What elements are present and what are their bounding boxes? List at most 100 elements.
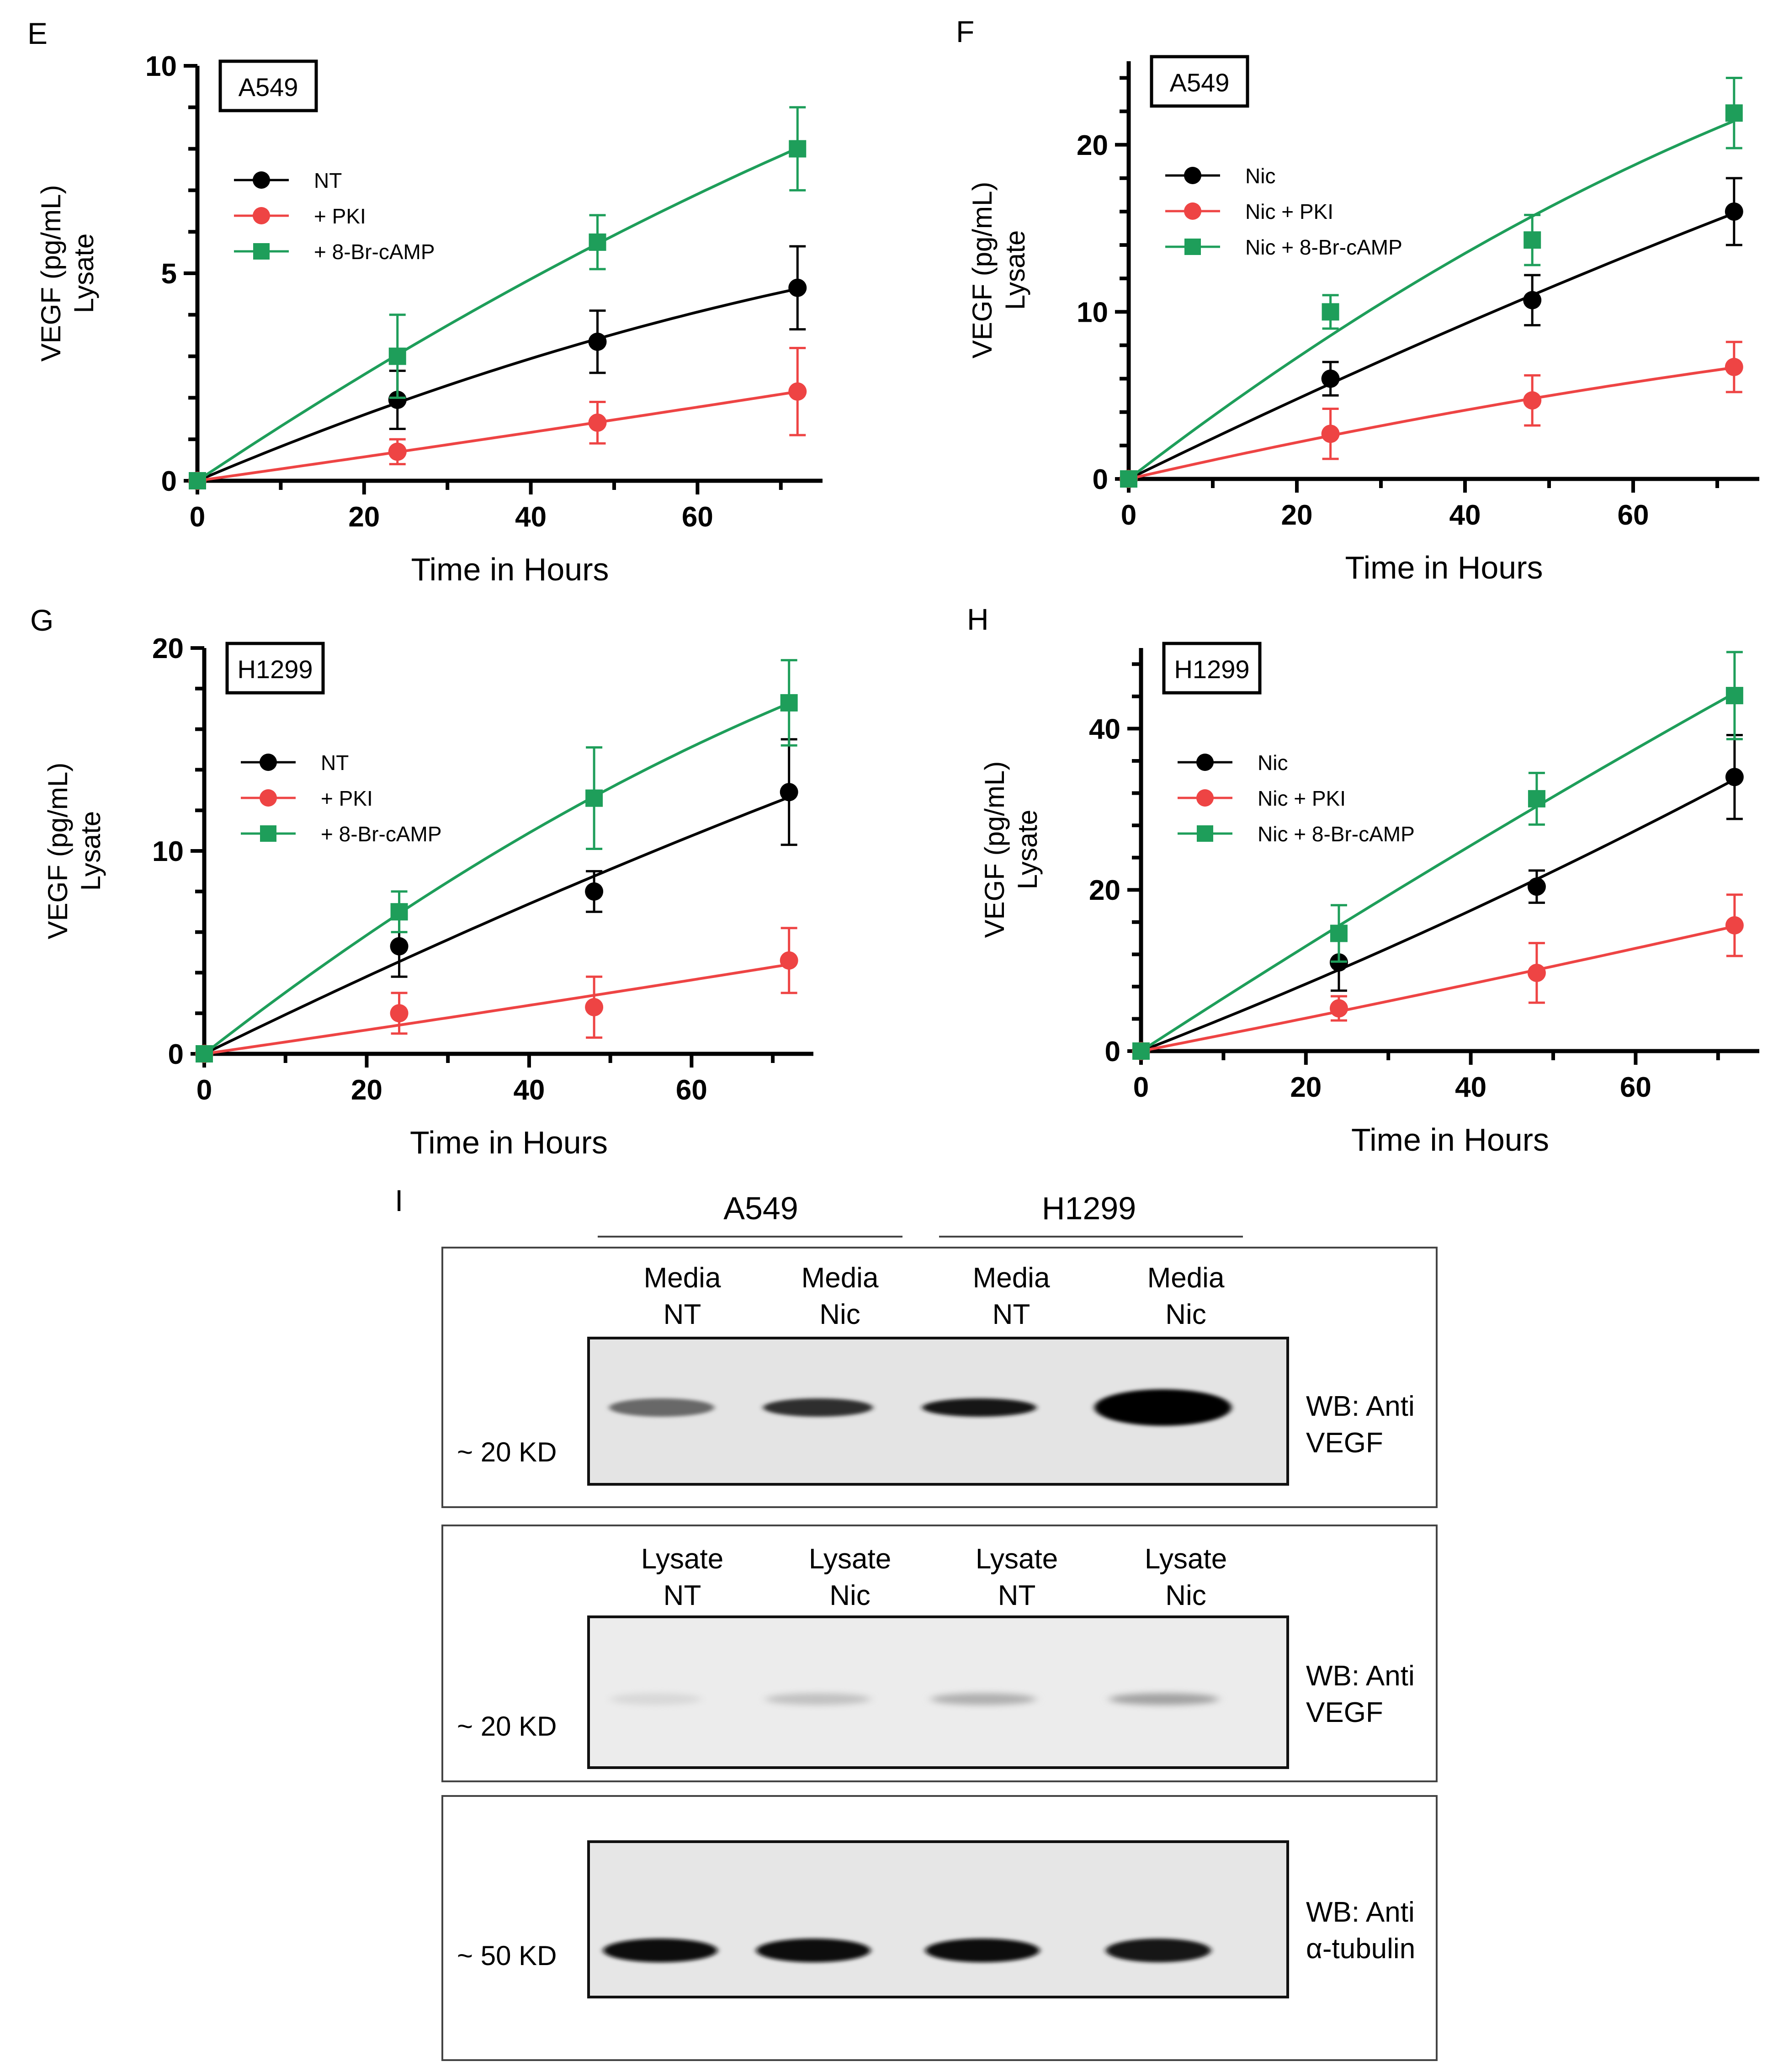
y-axis-label-line2: Lysate — [1000, 230, 1030, 310]
lane-label: Nic — [1165, 1299, 1206, 1330]
fit-line — [203, 702, 790, 1055]
data-point-square — [189, 472, 206, 489]
fit-line — [1128, 366, 1735, 480]
y-axis-label-line2: Lysate — [75, 811, 106, 891]
data-point-circle — [780, 783, 798, 802]
cell-line-label: H1299 — [1174, 655, 1249, 684]
data-point-square — [1132, 1042, 1150, 1060]
series--8-br-camp — [189, 106, 807, 489]
y-tick-label: 5 — [161, 258, 177, 290]
y-axis-label: VEGF (pg/mL) — [42, 763, 73, 940]
data-point-square — [1322, 303, 1339, 321]
fit-line — [1128, 212, 1735, 480]
legend-marker-circle — [1196, 754, 1214, 771]
data-point-square — [1120, 470, 1137, 488]
data-point-circle — [1725, 768, 1744, 786]
series-nt — [195, 738, 798, 1063]
wb-antibody-label: VEGF — [1306, 1427, 1383, 1459]
fit-line — [204, 963, 790, 1055]
blot-tubulin: ~ 50 KD WB: Anti α-tubulin — [441, 1795, 1438, 2061]
bands — [609, 1389, 1232, 1426]
x-axis-label: Time in Hours — [1351, 1122, 1549, 1158]
legend-label: + 8-Br-cAMP — [321, 822, 442, 846]
blot-lysate-vegf: Lysate NT Lysate Nic Lysate NT Lysate Ni… — [441, 1525, 1438, 1782]
y-tick-label: 20 — [1077, 130, 1108, 161]
band-lane-2 — [765, 1693, 871, 1705]
series-nic — [1132, 734, 1744, 1060]
legend-marker-circle — [253, 207, 270, 224]
legend-marker-circle — [253, 171, 270, 189]
x-axis-label: Time in Hours — [1345, 550, 1543, 585]
data-point-circle — [788, 382, 807, 401]
y-tick-label: 0 — [168, 1039, 184, 1070]
band-lane-3 — [925, 1939, 1040, 1962]
blot-frame — [441, 1525, 1438, 1782]
data-point-circle — [585, 882, 604, 901]
fit-line — [203, 796, 790, 1055]
series--pki — [195, 927, 798, 1063]
x-tick-label: 40 — [1455, 1072, 1486, 1103]
cell-line-label: A549 — [239, 73, 298, 101]
legend-label: NT — [314, 169, 342, 192]
molecular-weight-marker: ~ 20 KD — [457, 1711, 557, 1742]
y-tick-label: 0 — [161, 466, 177, 497]
data-point-square — [1330, 924, 1348, 942]
lane-label: Lysate — [641, 1543, 723, 1575]
data-point-square — [1725, 104, 1743, 122]
x-tick-label: 60 — [682, 501, 713, 533]
chart-panel-f: F 0 20 40 60 0 10 20 Time in Hours VEGF (pg/mL) Ly… — [956, 15, 1759, 585]
lane-label: Nic — [829, 1580, 871, 1611]
fit-line — [1140, 691, 1736, 1052]
series-nic-pki — [1132, 893, 1744, 1060]
lane-label: NT — [993, 1299, 1030, 1330]
panel-letter-i: I — [395, 1184, 403, 1217]
x-tick-label: 60 — [1620, 1072, 1651, 1103]
panel-letter: F — [956, 15, 974, 48]
lane-label: Media — [644, 1262, 721, 1294]
lane-label: Media — [1147, 1262, 1225, 1294]
x-tick-label: 60 — [1618, 499, 1649, 531]
cell-line-label: H1299 — [237, 655, 313, 684]
data-point-square — [780, 694, 798, 712]
data-point-circle — [1321, 425, 1340, 443]
band-lane-1 — [609, 1398, 714, 1417]
data-point-circle — [1725, 916, 1744, 935]
wb-antibody-label: VEGF — [1306, 1697, 1383, 1728]
x-tick-label: 60 — [676, 1074, 707, 1106]
fit-line — [1128, 119, 1735, 480]
series-nic — [1120, 177, 1743, 488]
x-tick-label: 0 — [1133, 1072, 1149, 1103]
band-lane-4 — [1094, 1389, 1232, 1426]
data-point-square — [789, 140, 807, 158]
y-tick-label: 0 — [1105, 1036, 1120, 1068]
fit-line — [196, 147, 798, 482]
series-nic-8-br-camp — [1120, 77, 1743, 488]
western-blot-panel: I A549 H1299 Media NT Media Nic Media NT… — [395, 1184, 1438, 2061]
y-tick-label: 40 — [1089, 713, 1120, 745]
lane-label: Nic — [1165, 1580, 1206, 1611]
y-axis-label: VEGF (pg/mL) — [979, 761, 1010, 938]
bands — [603, 1939, 1211, 1962]
data-point-circle — [1527, 877, 1546, 896]
blot-frame — [441, 1795, 1438, 2061]
x-tick-label: 0 — [190, 501, 205, 533]
data-point-circle — [1523, 391, 1542, 410]
wb-antibody-label: WB: Anti — [1306, 1897, 1415, 1928]
x-tick-label: 20 — [1290, 1072, 1322, 1103]
blot-frame — [441, 1247, 1438, 1508]
legend-label: Nic + PKI — [1245, 200, 1333, 223]
panel-letter: E — [27, 16, 48, 50]
group-label-a549: A549 — [723, 1190, 798, 1226]
y-axis-label-line2: Lysate — [69, 234, 99, 313]
band-lane-4 — [1109, 1693, 1219, 1705]
data-point-circle — [390, 937, 409, 956]
data-point-square — [196, 1045, 213, 1063]
wb-antibody-label: WB: Anti — [1306, 1391, 1415, 1422]
band-lane-3 — [931, 1693, 1036, 1705]
data-point-circle — [1523, 291, 1542, 309]
data-point-square — [390, 903, 408, 921]
blot-media-vegf: Media NT Media Nic Media NT Media Nic ~ … — [441, 1247, 1438, 1508]
data-point-square — [1524, 231, 1541, 249]
legend-marker-square — [1197, 825, 1213, 842]
